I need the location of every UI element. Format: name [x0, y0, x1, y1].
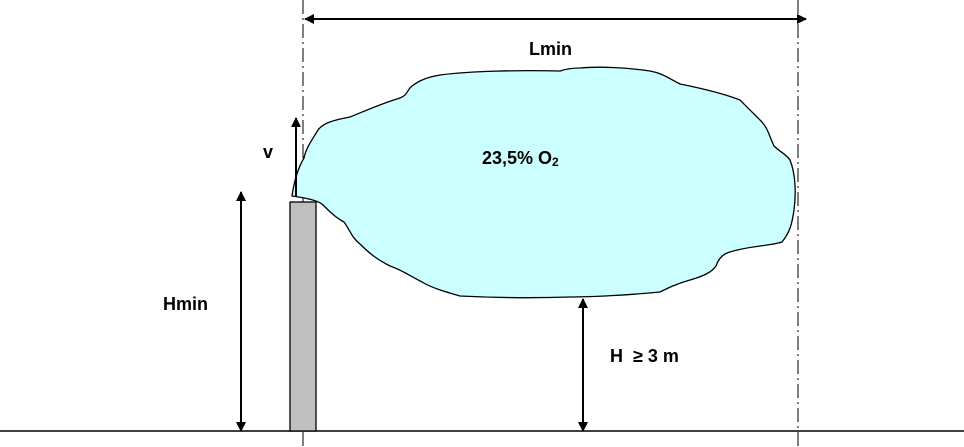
concentration-label: 23,5% O2 — [482, 148, 559, 169]
clearance-label: H ≥ 3 m — [610, 346, 679, 366]
gas-cloud — [291, 66, 796, 299]
concentration-value: 23,5% O — [482, 148, 552, 168]
vent-pipe — [289, 201, 317, 432]
lmin-label: Lmin — [529, 39, 572, 59]
velocity-label: v — [263, 142, 273, 162]
hmin-label: Hmin — [163, 294, 208, 314]
concentration-subscript: 2 — [552, 155, 559, 169]
